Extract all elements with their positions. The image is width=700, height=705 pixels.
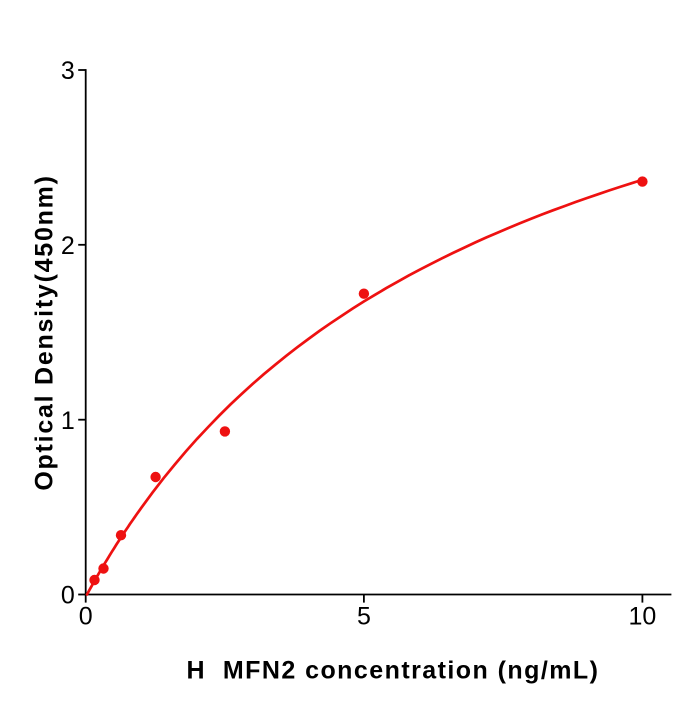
- svg-text:Optical Density(450nm): Optical Density(450nm): [31, 174, 59, 490]
- svg-text:0: 0: [61, 582, 75, 610]
- svg-text:H MFN2 concentration (ng/mL): H MFN2 concentration (ng/mL): [187, 657, 600, 685]
- svg-text:1: 1: [61, 407, 75, 435]
- svg-text:10: 10: [628, 603, 656, 631]
- svg-text:0: 0: [79, 603, 93, 631]
- svg-text:2: 2: [61, 232, 75, 260]
- svg-text:3: 3: [61, 57, 75, 85]
- svg-text:5: 5: [357, 603, 371, 631]
